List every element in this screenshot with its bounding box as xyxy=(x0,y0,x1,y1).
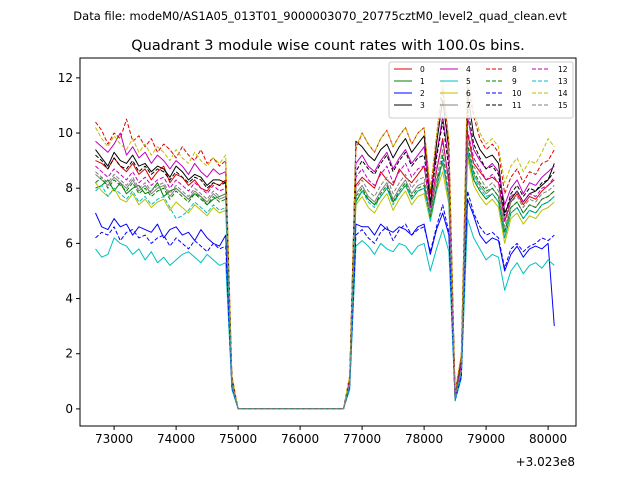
y-tick-label: 4 xyxy=(65,292,73,306)
legend-label-11: 11 xyxy=(512,101,522,110)
legend-label-2: 2 xyxy=(420,89,425,98)
x-tick-label: 75000 xyxy=(219,432,257,446)
series-line-10 xyxy=(95,190,555,410)
legend-label-10: 10 xyxy=(512,89,522,98)
legend-label-3: 3 xyxy=(420,101,425,110)
y-tick-label: 12 xyxy=(58,71,73,85)
x-axis: 73000 74000 75000 76000 77000 78000 79000 80000 xyxy=(95,426,567,446)
legend-label-1: 1 xyxy=(420,77,425,86)
y-tick-label: 8 xyxy=(65,181,73,195)
y-tick-label: 6 xyxy=(65,236,73,250)
legend-label-14: 14 xyxy=(558,89,568,98)
legend-label-5: 5 xyxy=(466,77,471,86)
legend-label-12: 12 xyxy=(558,65,568,74)
y-axis: 0 2 4 6 8 10 12 xyxy=(58,71,80,416)
legend-label-9: 9 xyxy=(512,77,517,86)
file-label: Data file: modeM0/AS1A05_013T01_90000030… xyxy=(73,9,567,23)
plot-series xyxy=(95,71,555,410)
x-tick-label: 78000 xyxy=(405,432,443,446)
y-tick-label: 10 xyxy=(58,126,73,140)
legend-label-15: 15 xyxy=(558,101,568,110)
legend-label-13: 13 xyxy=(558,77,568,86)
x-tick-label: 79000 xyxy=(467,432,505,446)
legend-label-7: 7 xyxy=(466,101,471,110)
x-tick-label: 76000 xyxy=(281,432,319,446)
x-tick-label: 74000 xyxy=(157,432,195,446)
plot-frame xyxy=(79,57,577,427)
legend-box xyxy=(388,61,574,119)
legend-label-4: 4 xyxy=(466,65,471,74)
y-tick-label: 2 xyxy=(65,347,73,361)
x-tick-label: 80000 xyxy=(529,432,567,446)
x-tick-label: 77000 xyxy=(343,432,381,446)
legend-label-6: 6 xyxy=(466,89,471,98)
x-offset-label: +3.023e8 xyxy=(516,455,575,469)
series-line-11 xyxy=(95,107,555,410)
chart-title: Quadrant 3 module wise count rates with … xyxy=(131,38,525,54)
legend-label-0: 0 xyxy=(420,65,425,74)
series-line-15 xyxy=(95,138,555,410)
series-line-8 xyxy=(95,82,555,410)
x-tick-label: 73000 xyxy=(95,432,133,446)
y-tick-label: 0 xyxy=(65,402,73,416)
legend-label-8: 8 xyxy=(512,65,517,74)
